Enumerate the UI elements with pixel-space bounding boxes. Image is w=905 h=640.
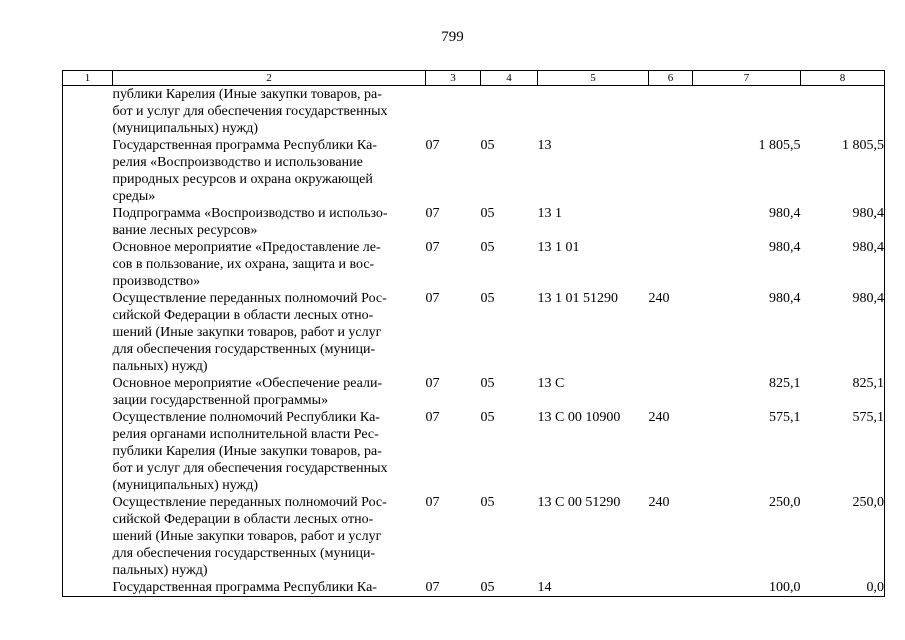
- cell-col1: [63, 494, 113, 579]
- table-row: Осуществление переданных полномочий Рос-…: [63, 494, 885, 579]
- cell-subsection-code: 05: [480, 291, 495, 306]
- cell-amount-1: 575,1: [769, 410, 801, 425]
- table-header-row: 1 2 3 4 5 6 7 8: [62, 70, 885, 86]
- cell-target-article: 13 С 00 10900: [537, 410, 621, 425]
- cell-amount-2: 980,4: [852, 240, 885, 255]
- cell-subsection-code: 05: [480, 376, 495, 391]
- cell-amount-2: 1 805,5: [842, 138, 884, 153]
- cell-section-code: 07: [425, 580, 440, 595]
- table-row: Основное мероприятие «Предоставление ле-…: [63, 239, 885, 290]
- cell-target-article: 14: [537, 580, 552, 595]
- table-row: Государственная программа Республики Ка-…: [63, 137, 885, 205]
- cell-subsection-code: 05: [480, 495, 495, 510]
- cell-amount-1: 100,0: [769, 580, 801, 595]
- cell-amount-2: 575,1: [852, 410, 885, 425]
- header-col-4: 4: [480, 70, 538, 86]
- header-col-7: 7: [692, 70, 801, 86]
- table-row: Государственная программа Республики Ка-…: [63, 579, 885, 597]
- cell-name: Осуществление полномочий Республики Ка- …: [112, 410, 388, 493]
- cell-subsection-code: [481, 86, 538, 138]
- cell-col1: [63, 579, 113, 597]
- page-number: 799: [441, 29, 464, 45]
- cell-subsection-code: 05: [480, 410, 495, 425]
- cell-target-article: [538, 86, 649, 138]
- cell-expense-type: 240: [648, 410, 670, 425]
- header-col-3: 3: [425, 70, 481, 86]
- cell-subsection-code: 05: [480, 206, 495, 221]
- cell-expense-type: [649, 137, 693, 205]
- cell-amount-2: 980,4: [852, 291, 885, 306]
- cell-name: Государственная программа Республики Ка-…: [112, 138, 377, 204]
- cell-amount-1: 1 805,5: [758, 138, 801, 153]
- cell-col1: [63, 239, 113, 290]
- cell-col1: [63, 137, 113, 205]
- cell-subsection-code: 05: [480, 240, 495, 255]
- cell-name: Основное мероприятие «Предоставление ле-…: [112, 240, 381, 289]
- cell-section-code: [426, 86, 481, 138]
- cell-expense-type: [649, 239, 693, 290]
- cell-col1: [63, 409, 113, 494]
- cell-section-code: 07: [425, 291, 440, 306]
- cell-expense-type: [649, 205, 693, 239]
- cell-col1: [63, 205, 113, 239]
- budget-table: 1 2 3 4 5 6 7 8 публики Карелия (Иные за…: [62, 70, 885, 597]
- table-row: Осуществление переданных полномочий Рос-…: [63, 290, 885, 375]
- cell-name: публики Карелия (Иные закупки товаров, р…: [112, 87, 388, 136]
- cell-amount-1: [693, 86, 801, 138]
- cell-amount-1: 980,4: [769, 206, 801, 221]
- cell-section-code: 07: [425, 410, 440, 425]
- cell-subsection-code: 05: [480, 580, 495, 595]
- cell-amount-2: 250,0: [852, 495, 885, 510]
- cell-target-article: 13 С 00 51290: [537, 495, 621, 510]
- cell-amount-1: 980,4: [769, 240, 801, 255]
- cell-section-code: 07: [425, 376, 440, 391]
- cell-target-article: 13 1 01: [537, 240, 580, 255]
- header-col-2: 2: [112, 70, 426, 86]
- table-row: Основное мероприятие «Обеспечение реали-…: [63, 375, 885, 409]
- cell-expense-type: 240: [648, 291, 670, 306]
- cell-target-article: 13 1 01 51290: [537, 291, 619, 306]
- cell-amount-2: 980,4: [852, 206, 885, 221]
- cell-name: Основное мероприятие «Обеспечение реали-…: [112, 376, 383, 408]
- cell-section-code: 07: [425, 206, 440, 221]
- cell-col1: [63, 375, 113, 409]
- header-col-8: 8: [800, 70, 885, 86]
- header-col-6: 6: [648, 70, 693, 86]
- cell-section-code: 07: [425, 138, 440, 153]
- cell-name: Осуществление переданных полномочий Рос-…: [112, 291, 387, 374]
- cell-section-code: 07: [425, 240, 440, 255]
- cell-amount-2: 0,0: [866, 580, 885, 595]
- cell-amount-1: 825,1: [769, 376, 801, 391]
- cell-col1: [63, 86, 113, 138]
- table-row: Осуществление полномочий Республики Ка- …: [63, 409, 885, 494]
- cell-col1: [63, 290, 113, 375]
- header-col-1: 1: [62, 70, 113, 86]
- cell-name: Подпрограмма «Воспроизводство и использо…: [112, 206, 388, 238]
- cell-target-article: 13 С: [537, 376, 565, 391]
- cell-expense-type: [649, 375, 693, 409]
- cell-expense-type: 240: [648, 495, 670, 510]
- cell-section-code: 07: [425, 495, 440, 510]
- cell-name: Осуществление переданных полномочий Рос-…: [112, 495, 387, 578]
- cell-target-article: 13 1: [537, 206, 563, 221]
- cell-expense-type: [649, 86, 693, 138]
- cell-target-article: 13: [537, 138, 552, 153]
- table-row: Подпрограмма «Воспроизводство и использо…: [63, 205, 885, 239]
- cell-expense-type: [649, 579, 693, 597]
- table-row: публики Карелия (Иные закупки товаров, р…: [63, 86, 885, 138]
- cell-amount-2: [801, 86, 885, 138]
- cell-name: Государственная программа Республики Ка-: [112, 580, 377, 595]
- cell-amount-1: 250,0: [769, 495, 801, 510]
- cell-subsection-code: 05: [480, 138, 495, 153]
- cell-amount-1: 980,4: [769, 291, 801, 306]
- header-col-5: 5: [537, 70, 649, 86]
- cell-amount-2: 825,1: [852, 376, 885, 391]
